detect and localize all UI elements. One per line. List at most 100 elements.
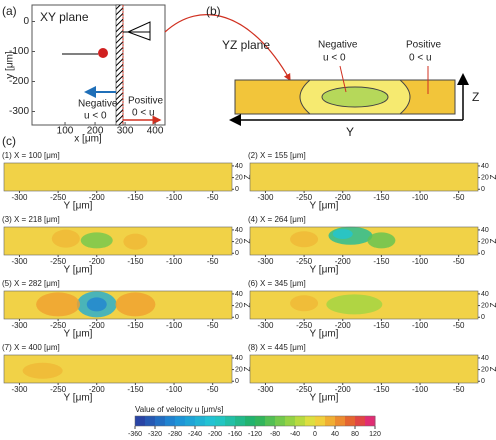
map-z-label: Z (243, 302, 252, 307)
y-tick-label: -50 (453, 321, 465, 330)
map-frame (3, 354, 233, 384)
y-tick-label: -100 (9, 46, 29, 57)
y-tick-label: -250 (296, 257, 313, 266)
z-tick-label: 0 (481, 314, 485, 321)
x-tick-label: 400 (147, 126, 164, 137)
y-tick-label: -200 (89, 193, 106, 202)
colorbar-cell (355, 416, 366, 426)
z-tick-label: 0 (481, 250, 485, 257)
y-tick-label: -50 (207, 257, 219, 266)
y-tick-label: -50 (453, 385, 465, 394)
map-blob (36, 292, 81, 317)
colorbar-tick-label: 80 (351, 431, 359, 438)
positive-cond: 0 < u (409, 53, 432, 64)
y-tick-label: -150 (127, 321, 144, 330)
colorbar-tick-label: -160 (228, 431, 242, 438)
y-tick-label: -250 (50, 257, 67, 266)
colorbar-tick-label: 120 (369, 431, 381, 438)
colorbar-tick-label: -40 (290, 431, 300, 438)
y-tick-label: -200 (89, 385, 106, 394)
panel-label: (a) (2, 4, 17, 18)
map-frame (3, 290, 233, 320)
map-frame (3, 226, 233, 256)
z-tick-label: 20 (481, 366, 489, 373)
colorbar-tick-label: -120 (248, 431, 262, 438)
colorbar-title: Value of velocity u [μm/s] (135, 405, 224, 414)
y-tick-label: -200 (89, 257, 106, 266)
y-tick-label: -250 (50, 193, 67, 202)
map-z-label: Z (243, 366, 252, 371)
colorbar-cell (305, 416, 316, 426)
z-tick-label: 20 (235, 366, 243, 373)
colorbar-cell (215, 416, 226, 426)
z-tick-label: 40 (235, 355, 243, 362)
colorbar-cell (245, 416, 256, 426)
z-axis: Z (472, 90, 479, 104)
map-field (4, 227, 232, 255)
map-z-label: Z (243, 174, 252, 179)
y-tick-label: -300 (257, 193, 274, 202)
colorbar-cell (175, 416, 186, 426)
map-z-label: Z (489, 366, 496, 371)
colorbar-tick-label: -360 (128, 431, 142, 438)
panel-title: YZ plane (222, 38, 270, 52)
colorbar-tick-label: -280 (168, 431, 182, 438)
map-blob (80, 232, 113, 249)
map-field (4, 227, 232, 255)
link-arrow (164, 14, 291, 82)
y-tick-label: -300 (11, 321, 28, 330)
z-tick-label: 20 (235, 174, 243, 181)
map-frame (249, 354, 479, 384)
y-tick-label: -100 (412, 193, 429, 202)
colorbar-cell (265, 416, 276, 426)
y-tick-label: -150 (127, 193, 144, 202)
colorbar-tick-label: -80 (270, 431, 280, 438)
map-z-label: Z (489, 302, 496, 307)
map-blob (22, 362, 63, 379)
map-x-label: Y [μm] (310, 201, 339, 212)
y-tick-label: -250 (296, 385, 313, 394)
colorbar-cell (315, 416, 326, 426)
z-tick-label: 40 (481, 163, 489, 170)
negative: Negative (78, 99, 118, 110)
map-blob (51, 229, 80, 248)
map-blob (290, 295, 319, 312)
positive-cond: 0 < u (132, 108, 155, 119)
map-field (4, 163, 232, 191)
y-tick-label: -200 (335, 385, 352, 394)
y-tick-label: -100 (166, 257, 183, 266)
colorbar-cell (295, 416, 306, 426)
positive: Positive (406, 40, 441, 51)
map-field (250, 355, 478, 383)
colorbar-tick-label: -240 (188, 431, 202, 438)
z-tick-label: 20 (235, 238, 243, 245)
map-blob (290, 231, 319, 248)
y-tick-label: -300 (9, 106, 29, 117)
map-title: (6) X = 345 [μm] (248, 279, 306, 288)
colorbar-cell (155, 416, 166, 426)
panel-title: XY plane (40, 10, 89, 24)
y-tick-label: -50 (453, 257, 465, 266)
x-tick-label: 300 (117, 126, 134, 137)
x-label: x [μm] (74, 134, 102, 145)
y-tick-label: -200 (335, 193, 352, 202)
map-x-label: Y [μm] (310, 329, 339, 340)
y-tick-label: -250 (50, 385, 67, 394)
map-title: (2) X = 155 [μm] (248, 151, 306, 160)
y-tick-label: -300 (11, 193, 28, 202)
z-tick-label: 40 (235, 227, 243, 234)
y-tick-label: -150 (373, 257, 390, 266)
map-title: (3) X = 218 [μm] (2, 215, 60, 224)
map-blob (123, 233, 148, 250)
z-tick-label: 40 (481, 355, 489, 362)
y-tick-label: -50 (207, 321, 219, 330)
eye (126, 21, 151, 41)
z-tick-label: 40 (235, 291, 243, 298)
colorbar-cell (335, 416, 346, 426)
map-title: (8) X = 445 [μm] (248, 343, 306, 352)
z-tick-label: 40 (235, 163, 243, 170)
colorbar-tick-label: 0 (313, 431, 317, 438)
colorbar-cell (165, 416, 176, 426)
colorbar-cell (345, 416, 356, 426)
